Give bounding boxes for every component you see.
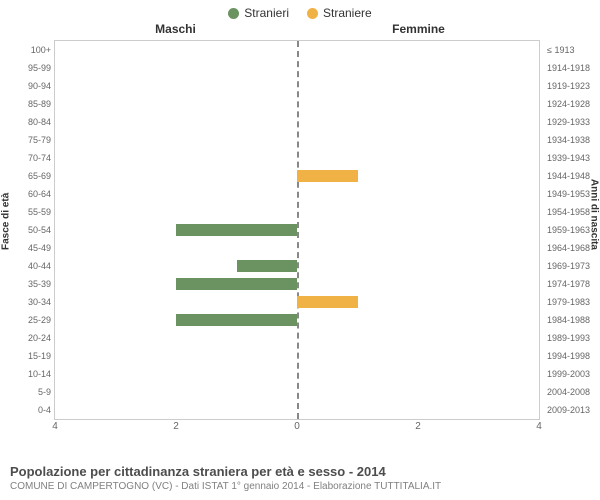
x-tick: 4 — [536, 421, 542, 432]
x-tick: 2 — [173, 421, 179, 432]
age-row — [55, 77, 539, 95]
legend-label-female: Straniere — [323, 6, 372, 20]
x-tick: 0 — [294, 421, 300, 432]
birth-label: 1934-1938 — [547, 131, 597, 149]
age-label: 85-89 — [1, 95, 51, 113]
header-female: Femmine — [297, 22, 540, 36]
birth-label: 2009-2013 — [547, 401, 597, 419]
age-label: 15-19 — [1, 347, 51, 365]
age-row — [55, 95, 539, 113]
birth-label: 1959-1963 — [547, 221, 597, 239]
age-label: 20-24 — [1, 329, 51, 347]
chart-title: Popolazione per cittadinanza straniera p… — [10, 464, 590, 479]
age-row — [55, 59, 539, 77]
age-row — [55, 41, 539, 59]
y-labels-birth: ≤ 19131914-19181919-19231924-19281929-19… — [547, 41, 597, 419]
age-label: 40-44 — [1, 257, 51, 275]
age-row — [55, 347, 539, 365]
chart-subtitle: COMUNE DI CAMPERTOGNO (VC) - Dati ISTAT … — [10, 481, 590, 492]
age-label: 70-74 — [1, 149, 51, 167]
birth-label: 1984-1988 — [547, 311, 597, 329]
age-label: 65-69 — [1, 167, 51, 185]
age-row — [55, 383, 539, 401]
age-row — [55, 401, 539, 419]
birth-label: 1979-1983 — [547, 293, 597, 311]
age-row — [55, 113, 539, 131]
legend-swatch-male — [228, 8, 239, 19]
bar-rows — [55, 41, 539, 419]
age-label: 55-59 — [1, 203, 51, 221]
legend-item-male: Stranieri — [228, 6, 289, 20]
bar-male — [176, 224, 297, 237]
birth-label: 1999-2003 — [547, 365, 597, 383]
bar-male — [176, 314, 297, 327]
column-headers: Maschi Femmine — [0, 22, 600, 36]
age-row — [55, 185, 539, 203]
birth-label: 1944-1948 — [547, 167, 597, 185]
age-label: 80-84 — [1, 113, 51, 131]
birth-label: 1969-1973 — [547, 257, 597, 275]
age-row — [55, 167, 539, 185]
age-row — [55, 329, 539, 347]
plot-area: 100+95-9990-9485-8980-8475-7970-7465-696… — [54, 40, 540, 420]
birth-label: 1974-1978 — [547, 275, 597, 293]
y-labels-age: 100+95-9990-9485-8980-8475-7970-7465-696… — [1, 41, 51, 419]
age-label: 90-94 — [1, 77, 51, 95]
x-axis-ticks: 4 2 0 2 4 — [55, 421, 539, 435]
birth-label: 1954-1958 — [547, 203, 597, 221]
birth-label: 1949-1953 — [547, 185, 597, 203]
legend-item-female: Straniere — [307, 6, 372, 20]
age-row — [55, 221, 539, 239]
age-label: 100+ — [1, 41, 51, 59]
birth-label: 2004-2008 — [547, 383, 597, 401]
birth-label: 1924-1928 — [547, 95, 597, 113]
age-label: 45-49 — [1, 239, 51, 257]
age-row — [55, 203, 539, 221]
bar-female — [297, 296, 358, 309]
age-label: 50-54 — [1, 221, 51, 239]
population-pyramid-chart: Stranieri Straniere Maschi Femmine Fasce… — [0, 0, 600, 500]
age-row — [55, 149, 539, 167]
age-label: 30-34 — [1, 293, 51, 311]
age-row — [55, 131, 539, 149]
birth-label: 1939-1943 — [547, 149, 597, 167]
birth-label: ≤ 1913 — [547, 41, 597, 59]
x-tick: 2 — [415, 421, 421, 432]
birth-label: 1964-1968 — [547, 239, 597, 257]
age-label: 10-14 — [1, 365, 51, 383]
x-tick: 4 — [52, 421, 58, 432]
age-label: 35-39 — [1, 275, 51, 293]
age-label: 60-64 — [1, 185, 51, 203]
birth-label: 1914-1918 — [547, 59, 597, 77]
age-label: 25-29 — [1, 311, 51, 329]
birth-label: 1994-1998 — [547, 347, 597, 365]
bar-female — [297, 170, 358, 183]
age-row — [55, 275, 539, 293]
age-row — [55, 239, 539, 257]
birth-label: 1989-1993 — [547, 329, 597, 347]
chart-footer: Popolazione per cittadinanza straniera p… — [10, 464, 590, 492]
age-label: 5-9 — [1, 383, 51, 401]
legend-label-male: Stranieri — [244, 6, 289, 20]
legend: Stranieri Straniere — [0, 0, 600, 20]
birth-label: 1929-1933 — [547, 113, 597, 131]
age-row — [55, 257, 539, 275]
age-label: 95-99 — [1, 59, 51, 77]
birth-label: 1919-1923 — [547, 77, 597, 95]
bar-male — [176, 278, 297, 291]
age-label: 0-4 — [1, 401, 51, 419]
bar-male — [237, 260, 298, 273]
age-row — [55, 365, 539, 383]
legend-swatch-female — [307, 8, 318, 19]
age-row — [55, 293, 539, 311]
age-row — [55, 311, 539, 329]
header-male: Maschi — [54, 22, 297, 36]
age-label: 75-79 — [1, 131, 51, 149]
